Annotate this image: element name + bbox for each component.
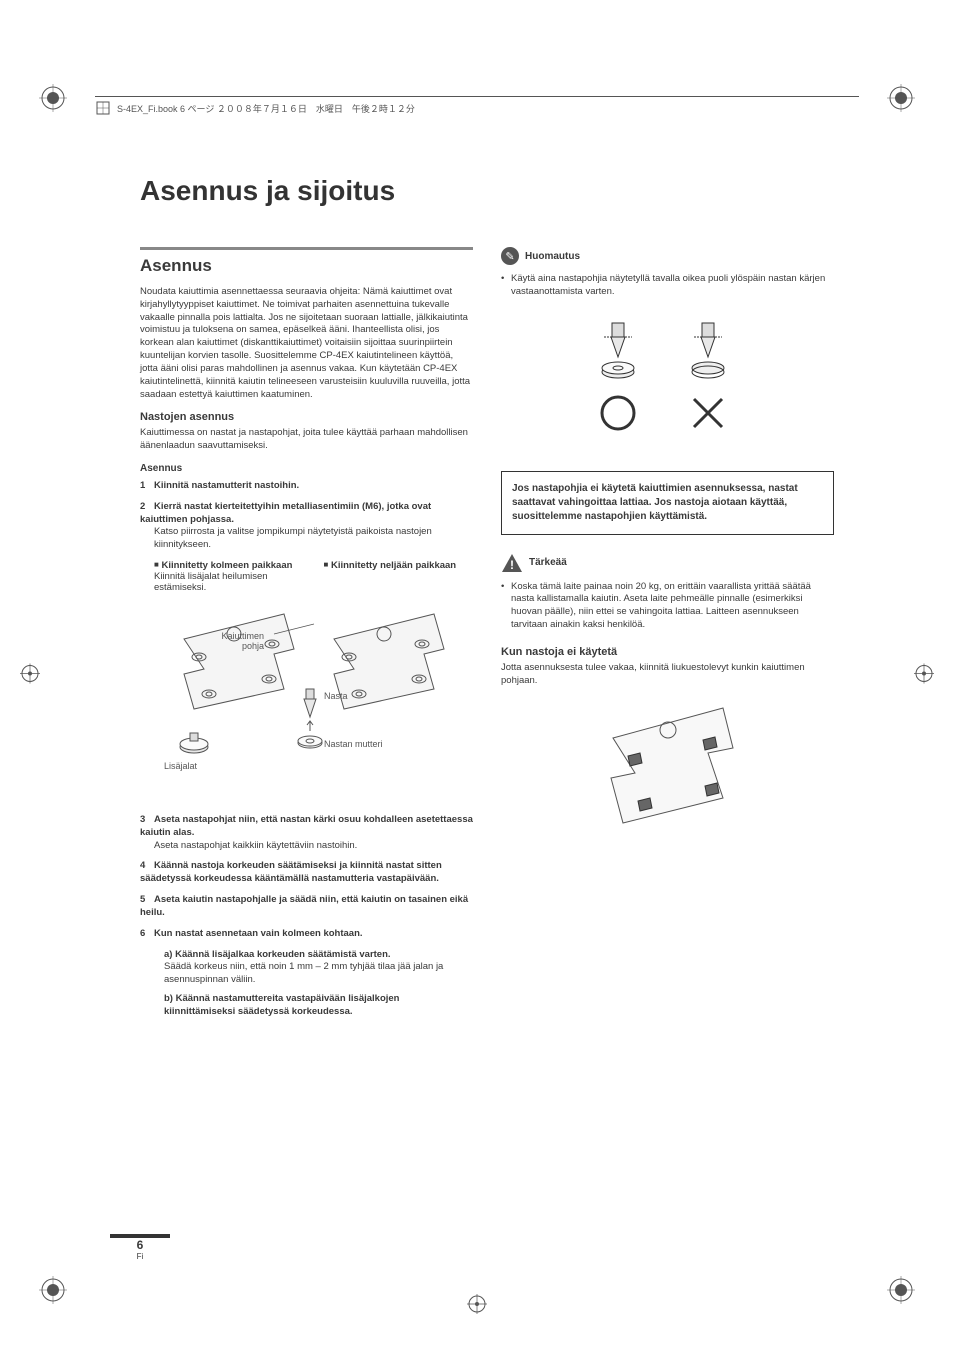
spike-orientation-diagram: [501, 313, 834, 453]
step-6-label: Kun nastat asennetaan vain kolmeen kohta…: [154, 928, 363, 939]
pad-diagram: [501, 698, 834, 838]
warning-box: Jos nastapohjia ei käytetä kaiuttimien a…: [501, 471, 834, 535]
step-5-label: Aseta kaiutin nastapohjalle ja säädä nii…: [140, 894, 468, 918]
note-list: Käytä aina nastapohjia näytetyllä tavall…: [501, 273, 834, 299]
step-4: 4Käännä nastoja korkeuden säätämiseksi j…: [140, 860, 473, 886]
step-3-body: Aseta nastapohjat kaikkiin käytettäviin …: [154, 840, 473, 853]
page-body: Asennus ja sijoitus Asennus Noudata kaiu…: [140, 175, 834, 1251]
book-icon: [95, 100, 111, 116]
important-row: ! Tärkeää: [501, 553, 834, 573]
note-label: Huomautus: [525, 251, 580, 262]
section-title-asennus: Asennus: [140, 256, 473, 276]
step-6: 6Kun nastat asennetaan vain kolmeen koht…: [140, 928, 473, 941]
note-body: Käytä aina nastapohjia näytetyllä tavall…: [501, 273, 834, 299]
bullet-3-title: Kiinnitetty kolmeen paikkaan: [161, 560, 292, 571]
step-1: 1Kiinnitä nastamutterit nastoihin.: [140, 480, 473, 493]
step-2: 2Kierrä nastat kierteitettyihin metallia…: [140, 501, 473, 552]
step-2-label: Kierrä nastat kierteitettyihin metallias…: [140, 501, 431, 525]
no-spikes-body: Jotta asennuksesta tulee vakaa, kiinnitä…: [501, 662, 834, 688]
crop-mark-mid-left: [18, 661, 42, 690]
label-base: Kaiuttimen: [221, 631, 264, 641]
note-icon: ✎: [501, 247, 519, 265]
crop-mark-top-left: [39, 84, 67, 117]
svg-text:pohja: pohja: [242, 641, 264, 651]
sub-asennus: Asennus: [140, 463, 473, 474]
crop-mark-mid-right: [912, 661, 936, 690]
note-row: ✎ Huomautus: [501, 247, 834, 265]
label-spike: Nasta: [324, 691, 348, 701]
label-nut: Nastan mutteri: [324, 739, 383, 749]
chapter-title: Asennus ja sijoitus: [140, 175, 834, 207]
page-header: S-4EX_Fi.book 6 ページ ２００８年７月１６日 水曜日 午後２時１…: [95, 96, 859, 116]
bullet-3-body: Kiinnitä lisäjalat heilumisen estämiseks…: [154, 571, 268, 593]
section-rule: [140, 247, 473, 250]
bullet-4-title: Kiinnitetty neljään paikkaan: [331, 560, 456, 571]
speaker-base-diagram: Lisäjalat: [154, 599, 473, 804]
right-column: ✎ Huomautus Käytä aina nastapohjia näyte…: [501, 247, 834, 1025]
page-number: 6 Fi: [110, 1234, 170, 1261]
sub-no-spikes: Kun nastoja ei käytetä: [501, 646, 834, 658]
step-2-body: Katso piirrosta ja valitse jompikumpi nä…: [154, 526, 473, 552]
step-5: 5Aseta kaiutin nastapohjalle ja säädä ni…: [140, 894, 473, 920]
crop-mark-bottom-right: [887, 1276, 915, 1309]
intro-paragraph: Noudata kaiuttimia asennettaessa seuraav…: [140, 286, 473, 401]
important-list: Koska tämä laite painaa noin 20 kg, on e…: [501, 581, 834, 632]
step-6a-body: Säädä korkeus niin, että noin 1 mm – 2 m…: [164, 961, 443, 985]
important-body: Koska tämä laite painaa noin 20 kg, on e…: [501, 581, 834, 632]
warning-icon: !: [501, 553, 523, 573]
important-label: Tärkeää: [529, 557, 567, 568]
left-column: Asennus Noudata kaiuttimia asennettaessa…: [140, 247, 473, 1025]
step-4-label: Käännä nastoja korkeuden säätämiseksi ja…: [140, 860, 442, 884]
bullet-row: ■ Kiinnitetty kolmeen paikkaan Kiinnitä …: [154, 560, 473, 593]
sub-nastojen: Nastojen asennus: [140, 411, 473, 423]
svg-text:!: !: [510, 558, 514, 572]
header-text: S-4EX_Fi.book 6 ページ ２００８年７月１６日 水曜日 午後２時１…: [117, 102, 415, 115]
crop-mark-top-right: [887, 84, 915, 117]
step-6a: a) Käännä lisäjalkaa korkeuden säätämist…: [164, 949, 473, 987]
step-1-label: Kiinnitä nastamutterit nastoihin.: [154, 480, 299, 491]
step-3-label: Aseta nastapohjat niin, että nastan kärk…: [140, 814, 473, 838]
label-extra: Lisäjalat: [164, 761, 198, 771]
crop-mark-bottom-left: [39, 1276, 67, 1309]
step-3: 3Aseta nastapohjat niin, että nastan kär…: [140, 814, 473, 852]
nastojen-body: Kaiuttimessa on nastat ja nastapohjat, j…: [140, 427, 473, 453]
crop-mark-bottom-center: [465, 1292, 489, 1321]
step-6b: b) Käännä nastamuttereita vastapäivään l…: [164, 993, 473, 1019]
